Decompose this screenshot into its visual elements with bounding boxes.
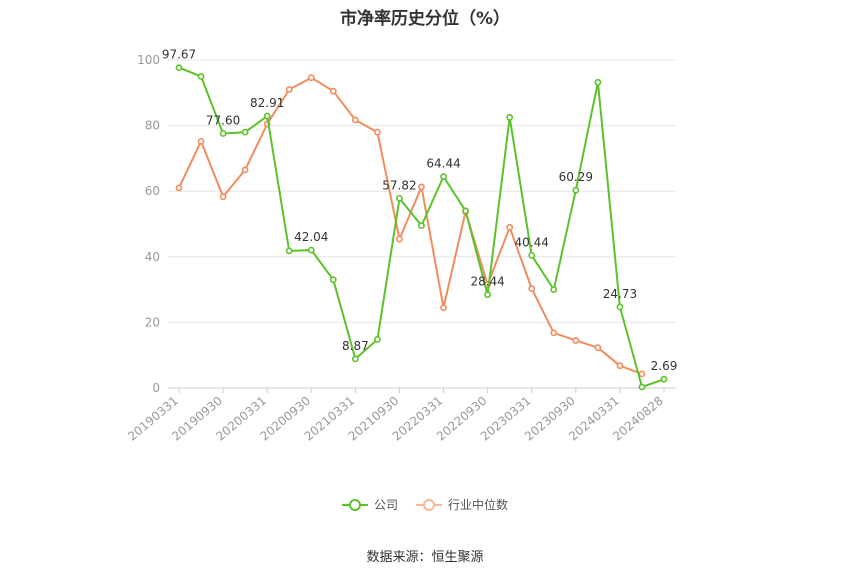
data-point bbox=[528, 285, 536, 293]
data-point bbox=[660, 375, 668, 383]
y-axis-ticks: 0 20 40 60 80 100 bbox=[137, 53, 160, 395]
legend-swatch-industry-median bbox=[416, 498, 442, 512]
data-label: 77.60 bbox=[206, 113, 240, 127]
data-label: 28.44 bbox=[470, 275, 504, 289]
data-point bbox=[506, 223, 514, 231]
y-tick-label: 60 bbox=[145, 184, 160, 198]
data-label: 57.82 bbox=[382, 178, 416, 192]
y-tick-label: 20 bbox=[145, 315, 160, 329]
data-point bbox=[219, 193, 227, 201]
series-line bbox=[178, 76, 643, 375]
data-point bbox=[462, 207, 469, 215]
data-point bbox=[219, 130, 227, 137]
data-point bbox=[285, 247, 293, 255]
data-point bbox=[550, 329, 558, 337]
legend-item-company[interactable]: 公司 bbox=[341, 496, 398, 513]
data-point bbox=[307, 74, 315, 82]
data-point bbox=[241, 128, 249, 136]
data-point bbox=[374, 128, 381, 136]
data-point bbox=[572, 337, 580, 344]
data-point bbox=[440, 304, 447, 312]
data-point bbox=[396, 235, 403, 243]
data-point bbox=[594, 78, 602, 86]
data-point bbox=[197, 137, 205, 145]
data-labels: 97.67 77.60 82.91 42.04 8.87 57.82 64.44 28.44 4… bbox=[162, 48, 678, 374]
data-point bbox=[197, 73, 205, 80]
data-source: 数据来源：恒生聚源 bbox=[366, 550, 484, 565]
series-layer bbox=[175, 64, 668, 391]
data-point bbox=[638, 370, 646, 378]
data-point bbox=[351, 116, 359, 124]
data-point bbox=[263, 112, 271, 120]
legend-label-industry-median: 行业中位数 bbox=[448, 498, 509, 512]
legend-label-company: 公司 bbox=[373, 498, 398, 512]
data-label: 82.91 bbox=[250, 96, 284, 110]
series-industry-median bbox=[175, 74, 646, 378]
data-point bbox=[506, 114, 514, 121]
data-point bbox=[329, 276, 337, 284]
chart-title: 市净率历史分位（%） bbox=[339, 9, 511, 29]
series-company bbox=[175, 64, 668, 391]
data-label: 97.67 bbox=[162, 48, 196, 62]
data-label: 64.44 bbox=[426, 157, 460, 171]
y-tick-label: 100 bbox=[137, 53, 160, 67]
legend-swatch-company bbox=[341, 498, 368, 512]
x-axis-ticks: 2019033120190930202003312020093020210331… bbox=[125, 388, 666, 444]
data-label: 42.04 bbox=[294, 230, 328, 244]
y-tick-label: 0 bbox=[152, 381, 160, 395]
data-point bbox=[396, 194, 403, 202]
data-point bbox=[241, 166, 249, 174]
data-point bbox=[351, 355, 359, 363]
data-point bbox=[307, 246, 315, 254]
data-point bbox=[594, 344, 602, 352]
data-point bbox=[418, 183, 425, 191]
data-point bbox=[440, 173, 447, 181]
data-label: 24.73 bbox=[603, 287, 637, 301]
data-label: 60.29 bbox=[559, 170, 593, 184]
data-point bbox=[616, 303, 624, 311]
data-label: 40.44 bbox=[515, 235, 549, 249]
data-point bbox=[638, 383, 646, 391]
data-label: 2.69 bbox=[651, 359, 678, 373]
data-point bbox=[550, 286, 558, 293]
data-point bbox=[616, 362, 624, 370]
data-label: 8.87 bbox=[342, 339, 369, 353]
data-point bbox=[374, 336, 381, 343]
legend: 公司 行业中位数 bbox=[0, 496, 850, 513]
y-tick-label: 80 bbox=[145, 119, 160, 133]
data-point bbox=[572, 186, 580, 194]
y-tick-label: 40 bbox=[145, 250, 160, 264]
data-point bbox=[528, 251, 536, 259]
data-point bbox=[175, 64, 183, 72]
data-point bbox=[484, 291, 492, 299]
legend-item-industry-median[interactable]: 行业中位数 bbox=[416, 496, 508, 513]
data-point bbox=[175, 184, 183, 192]
data-point bbox=[329, 87, 337, 95]
data-point bbox=[285, 86, 293, 93]
data-point bbox=[418, 222, 425, 230]
